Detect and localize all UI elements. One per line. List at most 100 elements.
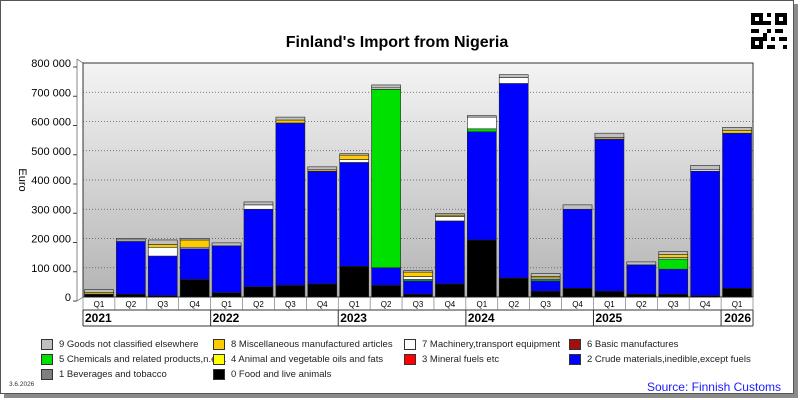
bar-segment (467, 131, 497, 241)
legend-swatch (404, 338, 416, 350)
bar-segment (562, 208, 593, 289)
y-tick-label: 500 000 (31, 146, 71, 158)
legend-label: 8 Miscellaneous manufactured articles (231, 338, 393, 350)
legend-item: 2 Crude materials,inedible,except fuels (569, 352, 751, 366)
bar-segment (562, 204, 593, 210)
bar-segment (84, 293, 114, 298)
bar-segment (403, 293, 433, 298)
bar-segment (658, 293, 689, 298)
bar-segment (147, 246, 178, 257)
bar-segment (179, 239, 210, 248)
chart-frame: Finland's Import from Nigeria 0 100 000 20… (0, 0, 794, 394)
legend-swatch (213, 353, 225, 365)
y-tick-label: 400 000 (31, 175, 71, 187)
year-label: 2023 (340, 311, 367, 325)
legend-item: 9 Goods not classified elsewhere (41, 337, 198, 351)
legend-label: 9 Goods not classified elsewhere (59, 338, 199, 350)
bar-segment (594, 132, 625, 138)
bar-segment (275, 284, 306, 298)
bar-segment (658, 254, 689, 258)
bar-segment (626, 293, 657, 298)
year-label: 2026 (724, 311, 751, 325)
x-tick-label: Q2 (253, 300, 264, 309)
year-label: 2021 (85, 311, 112, 325)
bar-segment (722, 129, 752, 134)
x-tick-label: Q1 (604, 300, 615, 309)
qr-code-icon (751, 13, 787, 49)
bar-segment (339, 154, 369, 160)
bar-segment (435, 220, 465, 285)
bar-segment (467, 116, 497, 130)
bar-segment (658, 251, 689, 255)
bar-segment (690, 170, 720, 296)
bar-segment (275, 119, 306, 124)
y-tick-label: 100 000 (31, 263, 71, 275)
bar-segment (307, 166, 338, 171)
year-label: 2022 (213, 311, 240, 325)
y-axis-label: Euro (16, 168, 28, 191)
legend-swatch (404, 353, 416, 365)
y-tick-label: 0 (65, 292, 71, 304)
bar-segment (116, 238, 146, 241)
bar-segment (371, 284, 401, 298)
x-tick-label: Q3 (540, 300, 551, 309)
x-tick-label: Q1 (221, 300, 232, 309)
x-tick-label: Q2 (508, 300, 519, 309)
bar-segment (658, 268, 689, 295)
x-tick-label: Q1 (732, 300, 743, 309)
bar-segment (435, 213, 465, 216)
chart-title: Finland's Import from Nigeria (285, 34, 509, 51)
legend-item: 4 Animal and vegetable oils and fats (213, 352, 383, 366)
legend-label: 7 Machinery,transport equipment (422, 338, 561, 350)
y-tick-label: 300 000 (31, 204, 71, 216)
bar-segment (498, 83, 529, 279)
bar-segment (403, 270, 433, 273)
bar-segment (179, 238, 210, 241)
x-tick-label: Q4 (189, 300, 200, 309)
x-tick-label: Q2 (636, 300, 647, 309)
x-tick-label: Q1 (476, 300, 487, 309)
bar-segment (594, 290, 625, 298)
x-tick-label: Q1 (94, 300, 105, 309)
x-tick-label: Q4 (317, 300, 328, 309)
bar-segment (467, 239, 497, 298)
y-tick-label: 700 000 (31, 87, 71, 99)
chart-legend: 9 Goods not classified elsewhere 8 Miscel… (41, 337, 751, 383)
bar-segment (307, 170, 338, 285)
bar-segment (498, 277, 529, 298)
bar-segment (498, 77, 529, 84)
bar-segment (467, 128, 497, 133)
bar-segment (307, 283, 338, 298)
bar-segment (658, 258, 689, 270)
bar-segment (339, 153, 369, 156)
legend-label: 3 Mineral fuels etc (422, 353, 500, 365)
chart-area: 0 100 000 200 000 300 000 400 000 500 000 600 … (16, 58, 754, 327)
legend-label: 4 Animal and vegetable oils and fats (231, 353, 384, 365)
legend-item: 7 Machinery,transport equipment (404, 337, 560, 351)
bar-segment (243, 204, 274, 210)
bar-segment (498, 74, 529, 78)
bar-segment (211, 242, 242, 247)
bar-segment (435, 283, 465, 298)
bar-segment (84, 289, 114, 293)
bar-segment (530, 280, 561, 292)
depth-edge (76, 296, 84, 302)
legend-swatch (213, 338, 225, 350)
bar-segment (371, 84, 401, 89)
legend-swatch (569, 338, 581, 350)
bar-segment (243, 286, 274, 298)
bar-segment (179, 279, 210, 298)
bar-segment (243, 208, 274, 288)
bar-segment (530, 290, 561, 298)
x-tick-label: Q3 (285, 300, 296, 309)
legend-label: 1 Beverages and tobacco (59, 368, 167, 380)
bar-segment (371, 267, 401, 286)
legend-label: 6 Basic manufactures (587, 338, 679, 350)
legend-item: 1 Beverages and tobacco (41, 367, 167, 381)
source-note: Source: Finnish Customs (646, 380, 781, 394)
legend-swatch (41, 368, 53, 380)
bar-segment (626, 261, 657, 266)
bar-segment (147, 255, 178, 296)
depth-edge (76, 58, 84, 64)
bar-segment (116, 293, 146, 298)
